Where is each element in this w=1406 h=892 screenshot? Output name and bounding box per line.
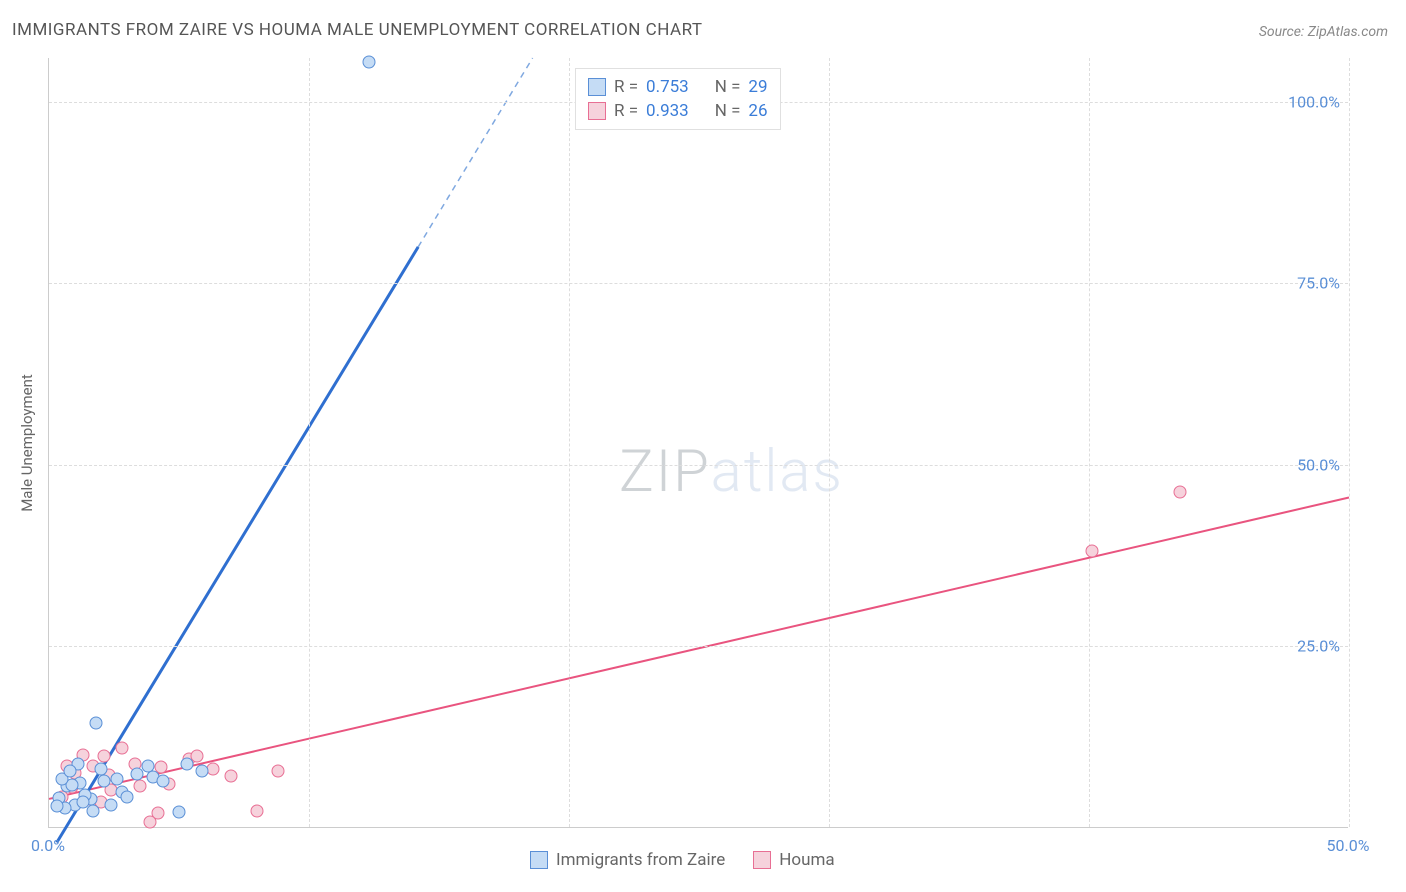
data-point: [87, 805, 100, 818]
gridline-h: [49, 465, 1348, 466]
r-value-zaire: 0.753: [646, 77, 689, 97]
n-value-zaire: 29: [748, 77, 767, 97]
y-tick-label: 75.0%: [1297, 274, 1340, 293]
data-point: [157, 774, 170, 787]
swatch-houma: [588, 102, 606, 120]
gridline-v: [309, 58, 310, 827]
swatch-zaire: [588, 78, 606, 96]
legend-correlation: R = 0.753 N = 29 R = 0.933 N = 26: [575, 68, 781, 130]
data-point: [105, 799, 118, 812]
data-point: [97, 750, 110, 763]
data-point: [76, 795, 89, 808]
gridline-v: [829, 58, 830, 827]
data-point: [251, 804, 264, 817]
data-point: [97, 774, 110, 787]
r-value-houma: 0.933: [646, 101, 689, 121]
data-point: [50, 800, 63, 813]
y-tick-label: 50.0%: [1297, 455, 1340, 474]
source-label: Source: ZipAtlas.com: [1259, 24, 1388, 40]
plot-area: ZIPatlas 25.0%50.0%75.0%100.0%: [48, 58, 1348, 828]
gridline-v: [1349, 58, 1350, 827]
legend-item-houma: Houma: [753, 850, 834, 870]
data-point: [196, 764, 209, 777]
r-label: R =: [614, 101, 638, 121]
data-point: [1174, 485, 1187, 498]
r-label: R =: [614, 77, 638, 97]
data-point: [134, 779, 147, 792]
data-point: [362, 55, 375, 68]
trend-line: [57, 247, 418, 843]
n-label: N =: [715, 77, 741, 97]
data-point: [144, 816, 157, 829]
data-point: [115, 742, 128, 755]
trend-line: [418, 58, 532, 247]
data-point: [141, 759, 154, 772]
gridline-h: [49, 283, 1348, 284]
legend-series: Immigrants from Zaire Houma: [530, 850, 835, 870]
legend-row-houma: R = 0.933 N = 26: [588, 99, 768, 123]
chart-svg: [49, 58, 1349, 828]
legend-item-zaire: Immigrants from Zaire: [530, 850, 725, 870]
x-tick-label: 50.0%: [1327, 836, 1370, 855]
n-value-houma: 26: [748, 101, 767, 121]
legend-label-zaire: Immigrants from Zaire: [556, 850, 725, 870]
data-point: [180, 758, 193, 771]
data-point: [225, 770, 238, 783]
swatch-houma: [753, 851, 771, 869]
trend-line: [49, 497, 1349, 798]
data-point: [63, 764, 76, 777]
chart-title: IMMIGRANTS FROM ZAIRE VS HOUMA MALE UNEM…: [12, 20, 703, 40]
legend-label-houma: Houma: [779, 850, 834, 870]
data-point: [110, 772, 123, 785]
gridline-v: [1089, 58, 1090, 827]
data-point: [173, 806, 186, 819]
data-point: [95, 763, 108, 776]
legend-row-zaire: R = 0.753 N = 29: [588, 75, 768, 99]
y-axis-label: Male Unemployment: [18, 374, 36, 512]
y-tick-label: 25.0%: [1297, 637, 1340, 656]
data-point: [121, 790, 134, 803]
data-point: [271, 764, 284, 777]
n-label: N =: [715, 101, 741, 121]
gridline-v: [569, 58, 570, 827]
y-tick-label: 100.0%: [1288, 92, 1340, 111]
x-tick-label: 0.0%: [31, 836, 65, 855]
data-point: [1085, 544, 1098, 557]
swatch-zaire: [530, 851, 548, 869]
gridline-h: [49, 646, 1348, 647]
data-point: [89, 716, 102, 729]
